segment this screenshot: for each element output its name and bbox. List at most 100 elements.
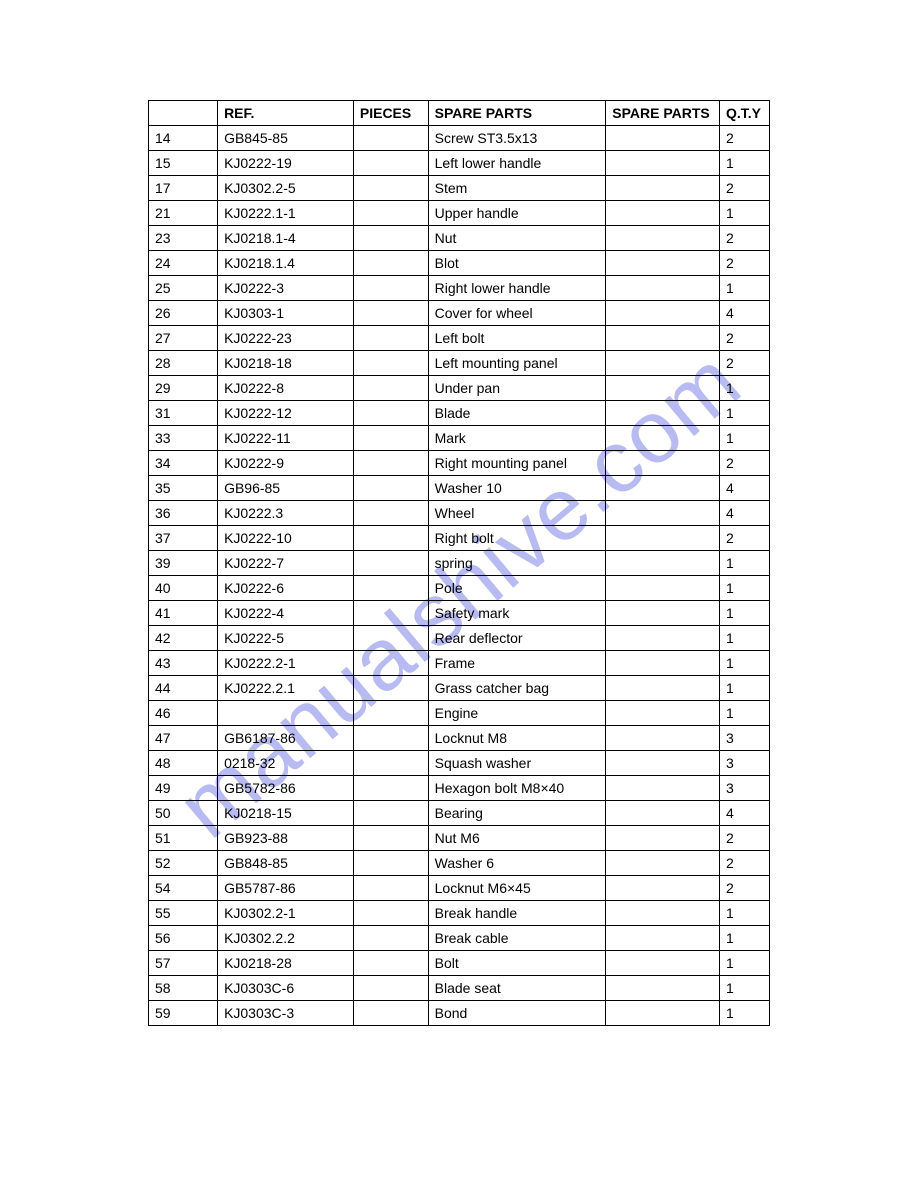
cell-spare2 bbox=[606, 201, 720, 226]
cell-spare2 bbox=[606, 576, 720, 601]
cell-idx: 23 bbox=[149, 226, 218, 251]
cell-pieces bbox=[353, 901, 428, 926]
cell-ref: KJ0302.2-1 bbox=[218, 901, 354, 926]
cell-pieces bbox=[353, 326, 428, 351]
cell-spare1: Washer 6 bbox=[428, 851, 606, 876]
cell-spare1: Bearing bbox=[428, 801, 606, 826]
cell-spare1: Blot bbox=[428, 251, 606, 276]
table-row: 56KJ0302.2.2Break cable1 bbox=[149, 926, 770, 951]
cell-spare2 bbox=[606, 726, 720, 751]
cell-spare1: Break cable bbox=[428, 926, 606, 951]
cell-idx: 21 bbox=[149, 201, 218, 226]
cell-qty: 2 bbox=[720, 876, 770, 901]
cell-qty: 2 bbox=[720, 176, 770, 201]
table-row: 24KJ0218.1.4Blot2 bbox=[149, 251, 770, 276]
cell-spare2 bbox=[606, 651, 720, 676]
cell-spare2 bbox=[606, 301, 720, 326]
cell-idx: 41 bbox=[149, 601, 218, 626]
cell-qty: 4 bbox=[720, 501, 770, 526]
cell-spare2 bbox=[606, 776, 720, 801]
cell-pieces bbox=[353, 926, 428, 951]
cell-pieces bbox=[353, 226, 428, 251]
cell-spare1: Nut M6 bbox=[428, 826, 606, 851]
cell-ref: KJ0222.3 bbox=[218, 501, 354, 526]
cell-ref: KJ0303C-6 bbox=[218, 976, 354, 1001]
cell-spare1: Left bolt bbox=[428, 326, 606, 351]
cell-idx: 42 bbox=[149, 626, 218, 651]
cell-spare2 bbox=[606, 251, 720, 276]
cell-idx: 51 bbox=[149, 826, 218, 851]
cell-idx: 50 bbox=[149, 801, 218, 826]
cell-idx: 33 bbox=[149, 426, 218, 451]
cell-ref: KJ0218-18 bbox=[218, 351, 354, 376]
cell-pieces bbox=[353, 826, 428, 851]
cell-spare1: Left mounting panel bbox=[428, 351, 606, 376]
cell-spare1: Frame bbox=[428, 651, 606, 676]
cell-idx: 48 bbox=[149, 751, 218, 776]
cell-ref: GB848-85 bbox=[218, 851, 354, 876]
header-qty: Q.T.Y bbox=[720, 101, 770, 126]
cell-spare1: Hexagon bolt M8×40 bbox=[428, 776, 606, 801]
cell-pieces bbox=[353, 1001, 428, 1026]
table-row: 39KJ0222-7spring1 bbox=[149, 551, 770, 576]
cell-spare2 bbox=[606, 901, 720, 926]
cell-qty: 3 bbox=[720, 776, 770, 801]
cell-idx: 52 bbox=[149, 851, 218, 876]
cell-spare2 bbox=[606, 151, 720, 176]
cell-ref: KJ0222-3 bbox=[218, 276, 354, 301]
table-row: 55KJ0302.2-1Break handle1 bbox=[149, 901, 770, 926]
cell-spare2 bbox=[606, 476, 720, 501]
cell-ref: KJ0222-10 bbox=[218, 526, 354, 551]
cell-ref bbox=[218, 701, 354, 726]
cell-spare1: Bolt bbox=[428, 951, 606, 976]
cell-ref: GB6187-86 bbox=[218, 726, 354, 751]
cell-ref: KJ0218.1.4 bbox=[218, 251, 354, 276]
cell-spare1: Right lower handle bbox=[428, 276, 606, 301]
cell-pieces bbox=[353, 551, 428, 576]
cell-pieces bbox=[353, 201, 428, 226]
cell-idx: 59 bbox=[149, 1001, 218, 1026]
cell-pieces bbox=[353, 801, 428, 826]
table-row: 42KJ0222-5Rear deflector1 bbox=[149, 626, 770, 651]
table-row: 59KJ0303C-3Bond1 bbox=[149, 1001, 770, 1026]
cell-pieces bbox=[353, 376, 428, 401]
cell-ref: KJ0303C-3 bbox=[218, 1001, 354, 1026]
cell-qty: 2 bbox=[720, 351, 770, 376]
cell-qty: 1 bbox=[720, 651, 770, 676]
cell-spare2 bbox=[606, 426, 720, 451]
table-row: 49GB5782-86Hexagon bolt M8×403 bbox=[149, 776, 770, 801]
cell-spare2 bbox=[606, 226, 720, 251]
cell-spare1: Left lower handle bbox=[428, 151, 606, 176]
cell-pieces bbox=[353, 451, 428, 476]
cell-idx: 25 bbox=[149, 276, 218, 301]
cell-qty: 1 bbox=[720, 701, 770, 726]
cell-qty: 1 bbox=[720, 676, 770, 701]
cell-qty: 1 bbox=[720, 576, 770, 601]
cell-spare1: Engine bbox=[428, 701, 606, 726]
cell-spare1: Bond bbox=[428, 1001, 606, 1026]
cell-ref: KJ0222.1-1 bbox=[218, 201, 354, 226]
cell-spare1: Pole bbox=[428, 576, 606, 601]
cell-ref: KJ0222-7 bbox=[218, 551, 354, 576]
cell-qty: 3 bbox=[720, 726, 770, 751]
cell-idx: 57 bbox=[149, 951, 218, 976]
cell-pieces bbox=[353, 426, 428, 451]
table-row: 36KJ0222.3Wheel4 bbox=[149, 501, 770, 526]
cell-ref: KJ0222-19 bbox=[218, 151, 354, 176]
cell-idx: 27 bbox=[149, 326, 218, 351]
header-index bbox=[149, 101, 218, 126]
table-row: 17KJ0302.2-5Stem2 bbox=[149, 176, 770, 201]
cell-pieces bbox=[353, 601, 428, 626]
table-row: 58KJ0303C-6Blade seat1 bbox=[149, 976, 770, 1001]
cell-pieces bbox=[353, 251, 428, 276]
cell-idx: 15 bbox=[149, 151, 218, 176]
cell-qty: 1 bbox=[720, 601, 770, 626]
cell-pieces bbox=[353, 726, 428, 751]
cell-qty: 1 bbox=[720, 976, 770, 1001]
cell-spare1: Blade bbox=[428, 401, 606, 426]
cell-idx: 40 bbox=[149, 576, 218, 601]
cell-pieces bbox=[353, 676, 428, 701]
cell-spare1: Upper handle bbox=[428, 201, 606, 226]
cell-ref: KJ0222-9 bbox=[218, 451, 354, 476]
cell-spare1: Blade seat bbox=[428, 976, 606, 1001]
